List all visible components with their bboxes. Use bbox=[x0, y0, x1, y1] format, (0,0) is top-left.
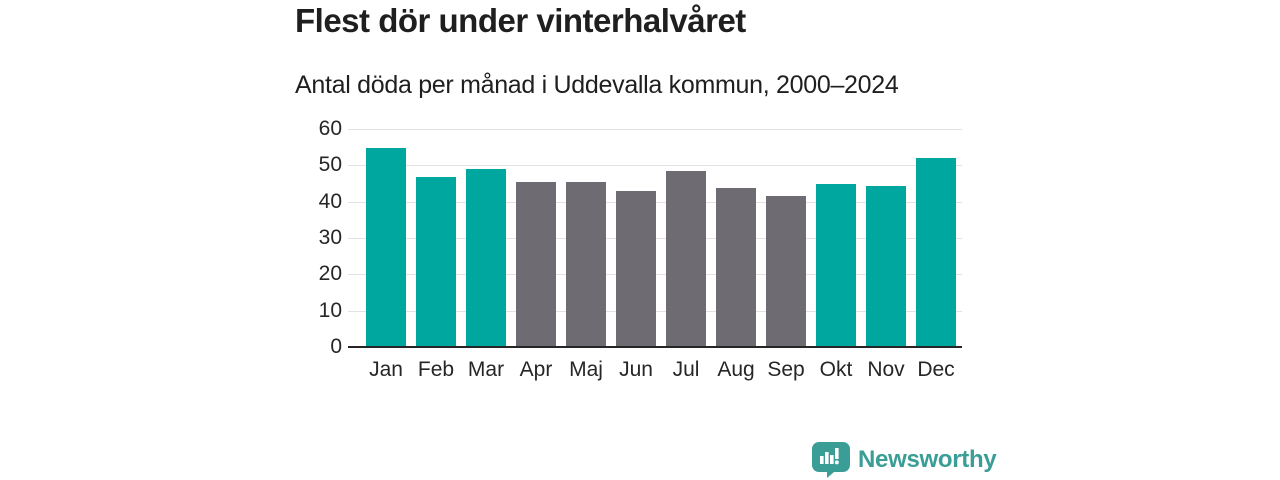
x-axis-line bbox=[348, 346, 962, 348]
x-axis-tick-label: Feb bbox=[417, 358, 455, 381]
y-axis-tick-label: 0 bbox=[330, 335, 342, 358]
page-title: Flest dör under vinterhalvåret bbox=[295, 2, 746, 39]
x-axis-tick-label: Dec bbox=[917, 358, 955, 381]
x-axis-tick-label: Sep bbox=[767, 358, 805, 381]
gridline-y-50 bbox=[348, 165, 962, 167]
newsworthy-logo: Newsworthy bbox=[812, 442, 997, 478]
chart-subtitle: Antal döda per månad i Uddevalla kommun,… bbox=[295, 71, 899, 99]
x-axis-tick-label: Jun bbox=[619, 358, 653, 381]
x-axis-tick-label: Nov bbox=[867, 358, 905, 381]
bar-aug bbox=[716, 188, 756, 347]
bar-sep bbox=[766, 196, 806, 347]
bar-jul bbox=[666, 170, 706, 347]
x-axis-tick-label: Apr bbox=[519, 358, 553, 381]
bar-dec bbox=[916, 158, 956, 347]
bar-jan bbox=[366, 147, 406, 347]
bar-chart-speech-bubble-icon bbox=[812, 442, 850, 478]
y-axis-tick-label: 40 bbox=[318, 189, 342, 213]
logo-text: Newsworthy bbox=[858, 446, 997, 473]
x-axis-tick-label: Jan bbox=[369, 358, 403, 381]
y-axis-tick-label: 30 bbox=[318, 226, 342, 249]
y-axis-tick-label: 20 bbox=[318, 262, 342, 286]
y-axis-tick-label: 10 bbox=[318, 298, 342, 322]
x-axis-tick-label: Okt bbox=[819, 358, 853, 381]
bar-maj bbox=[566, 182, 606, 347]
bar-feb bbox=[416, 176, 456, 347]
bar-chart-plot-area: 0 10 20 30 40 50 60 Jan Feb Mar Apr Maj Jun Jul Aug Sep… bbox=[319, 117, 962, 381]
x-axis-tick-label: Jul bbox=[672, 358, 700, 381]
x-axis-tick-label: Aug bbox=[717, 358, 755, 381]
bar-jun bbox=[616, 191, 656, 347]
bar-mar bbox=[466, 168, 506, 347]
bar-apr bbox=[516, 181, 556, 347]
gridline-y-60 bbox=[348, 129, 962, 130]
x-axis-tick-label: Mar bbox=[467, 358, 505, 381]
y-axis-tick-label: 60 bbox=[318, 117, 342, 140]
bar-okt bbox=[816, 183, 856, 347]
bar-nov bbox=[866, 185, 906, 347]
y-axis-tick-label: 50 bbox=[318, 153, 342, 177]
x-axis-tick-label: Maj bbox=[569, 358, 603, 381]
